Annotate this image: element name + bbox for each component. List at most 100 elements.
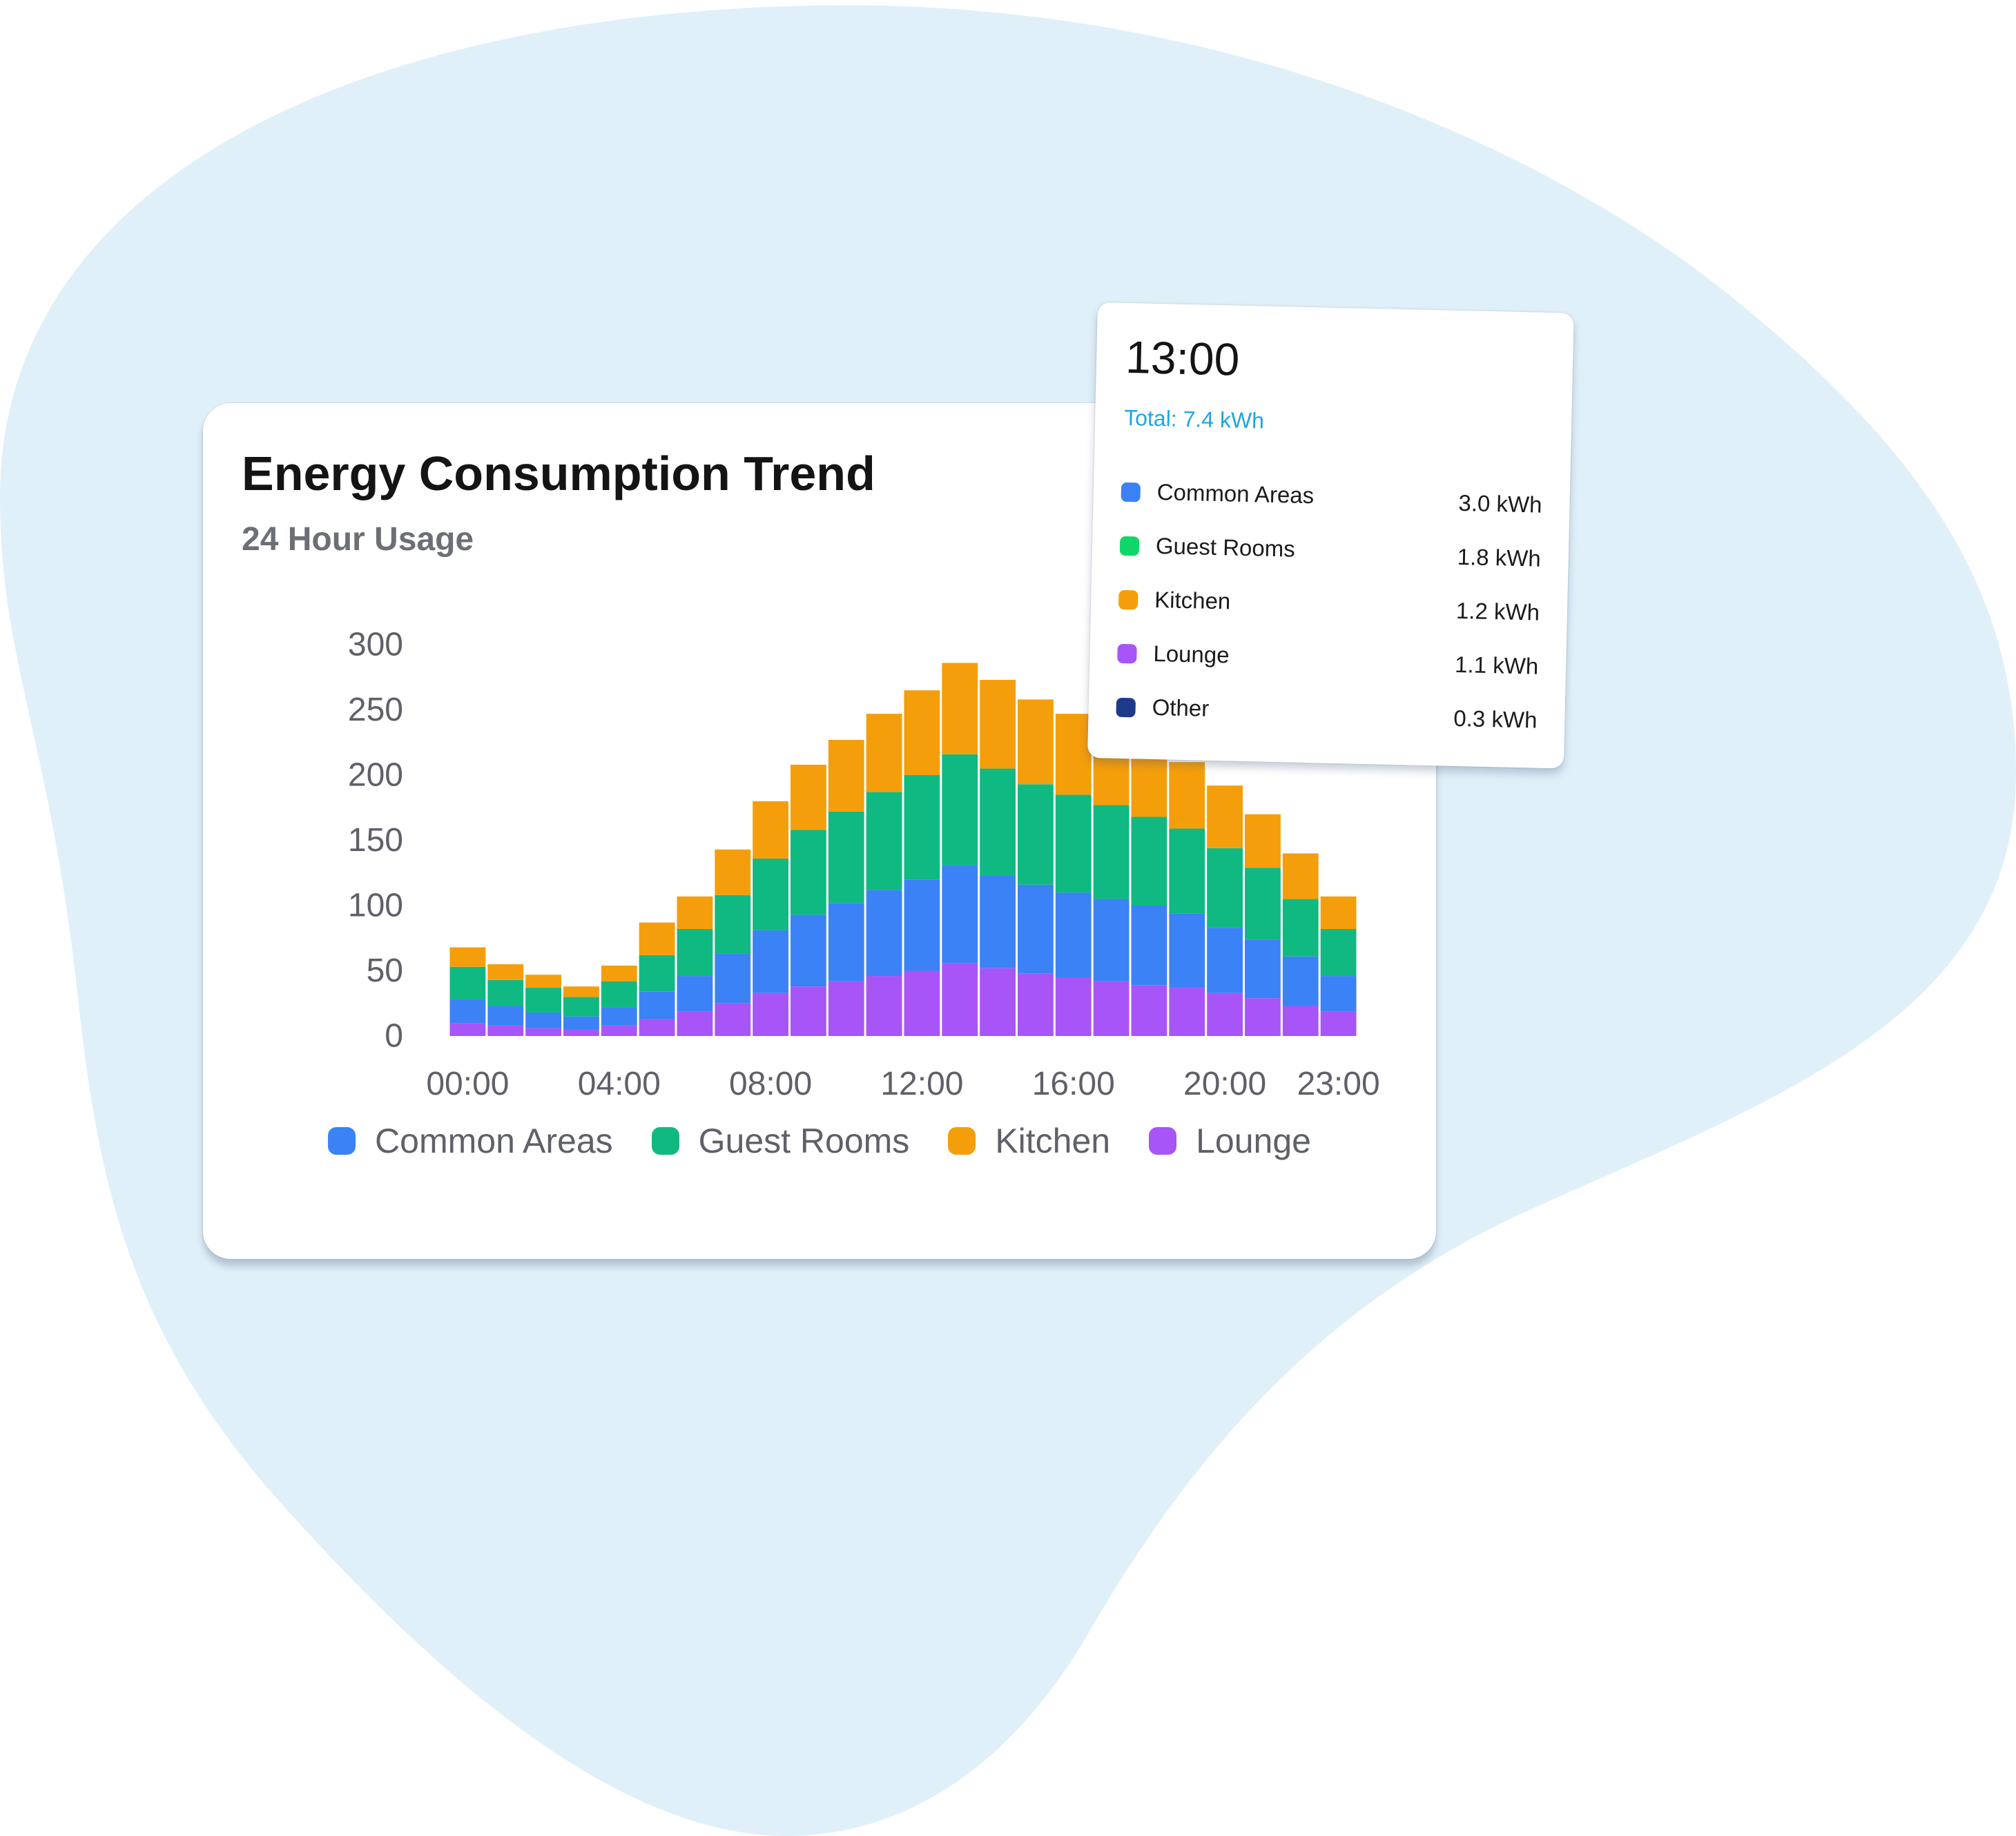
bar-guest-rooms[interactable] [1320,929,1357,977]
bar-common-areas[interactable] [1093,899,1130,982]
bar-guest-rooms[interactable] [1131,817,1167,906]
bar-lounge[interactable] [753,993,788,1036]
bar-guest-rooms[interactable] [866,792,902,890]
bar-common-areas[interactable] [753,930,788,993]
bar-guest-rooms[interactable] [980,768,1016,876]
bar-lounge[interactable] [1320,1011,1357,1036]
bar-common-areas[interactable] [563,1016,599,1030]
bar-kitchen[interactable] [1055,714,1092,795]
bar-guest-rooms[interactable] [563,997,599,1017]
legend-item-common-areas[interactable]: Common Areas [328,1121,613,1161]
bar-lounge[interactable] [1018,973,1054,1036]
bar-guest-rooms[interactable] [828,811,864,904]
bar-guest-rooms[interactable] [753,858,788,930]
bar-kitchen[interactable] [563,986,599,997]
bar-guest-rooms[interactable] [1093,805,1130,899]
bar-common-areas[interactable] [601,1007,637,1026]
bar-kitchen[interactable] [828,739,864,812]
bar-lounge[interactable] [1245,998,1281,1036]
bar-lounge[interactable] [715,1003,751,1036]
bar-lounge[interactable] [449,1023,486,1036]
bar-lounge[interactable] [1169,988,1205,1036]
bar-kitchen[interactable] [791,764,826,830]
bar-common-areas[interactable] [525,1012,561,1028]
bar-guest-rooms[interactable] [1245,868,1281,940]
bar-common-areas[interactable] [1055,892,1092,977]
bar-kitchen[interactable] [904,690,940,775]
bar-guest-rooms[interactable] [1055,794,1092,893]
bar-common-areas[interactable] [1131,906,1167,986]
bar-lounge[interactable] [904,970,940,1037]
bar-guest-rooms[interactable] [449,966,486,1000]
bar-guest-rooms[interactable] [601,981,637,1008]
bar-lounge[interactable] [1093,981,1130,1036]
bar-kitchen[interactable] [1207,785,1243,848]
bar-guest-rooms[interactable] [1282,899,1319,957]
bar-guest-rooms[interactable] [1169,828,1205,914]
bar-kitchen[interactable] [449,947,486,967]
bar-kitchen[interactable] [980,680,1016,769]
bar-common-areas[interactable] [715,953,751,1004]
bar-lounge[interactable] [828,981,864,1036]
bar-lounge[interactable] [1055,977,1092,1036]
bar-guest-rooms[interactable] [715,895,751,954]
bar-guest-rooms[interactable] [677,929,713,977]
bar-kitchen[interactable] [601,965,637,982]
bar-lounge[interactable] [563,1029,599,1036]
bar-common-areas[interactable] [449,999,486,1024]
bar-common-areas[interactable] [1169,913,1205,988]
bar-kitchen[interactable] [639,922,675,955]
bar-kitchen[interactable] [1018,699,1054,785]
bar-kitchen[interactable] [1131,751,1167,817]
bar-common-areas[interactable] [1018,884,1054,974]
bar-guest-rooms[interactable] [487,979,524,1006]
bar-guest-rooms[interactable] [525,988,561,1013]
bar-common-areas[interactable] [980,875,1016,968]
bar-common-areas[interactable] [791,915,826,987]
bar-common-areas[interactable] [677,976,713,1012]
bar-common-areas[interactable] [904,879,940,971]
bar-kitchen[interactable] [1320,896,1357,930]
bar-lounge[interactable] [1282,1006,1319,1036]
bar-kitchen[interactable] [1169,762,1205,829]
bar-lounge[interactable] [677,1011,713,1036]
bar-lounge[interactable] [639,1019,675,1036]
bar-common-areas[interactable] [1320,976,1357,1012]
bar-kitchen[interactable] [487,964,524,980]
bar-kitchen[interactable] [753,801,788,859]
bar-common-areas[interactable] [1245,939,1281,999]
bar-kitchen[interactable] [942,663,978,754]
legend-item-kitchen[interactable]: Kitchen [948,1121,1110,1161]
bar-guest-rooms[interactable] [1207,848,1243,928]
bar-guest-rooms[interactable] [639,955,675,992]
bar-common-areas[interactable] [942,865,978,964]
bar-lounge[interactable] [980,968,1016,1036]
bar-kitchen[interactable] [1245,814,1281,868]
bar-common-areas[interactable] [866,890,902,977]
bar-kitchen[interactable] [866,714,902,792]
bar-kitchen[interactable] [1282,853,1319,899]
bar-kitchen[interactable] [525,975,561,988]
bar-lounge[interactable] [1207,993,1243,1036]
bar-lounge[interactable] [791,986,826,1036]
legend-item-guest-rooms[interactable]: Guest Rooms [651,1121,909,1161]
bar-common-areas[interactable] [639,991,675,1019]
bar-lounge[interactable] [866,976,902,1036]
bar-guest-rooms[interactable] [904,775,940,880]
bar-kitchen[interactable] [677,896,713,930]
bar-kitchen[interactable] [715,849,751,895]
bar-common-areas[interactable] [828,903,864,982]
bar-lounge[interactable] [525,1028,561,1036]
tooltip-time: 13:00 [1125,331,1241,385]
legend-item-lounge[interactable]: Lounge [1149,1121,1311,1161]
bar-lounge[interactable] [601,1025,637,1036]
bar-common-areas[interactable] [1282,956,1319,1006]
bar-guest-rooms[interactable] [1018,784,1054,885]
bar-guest-rooms[interactable] [791,830,826,915]
bar-lounge[interactable] [942,963,978,1036]
bar-guest-rooms[interactable] [942,754,978,866]
bar-lounge[interactable] [487,1025,524,1036]
bar-lounge[interactable] [1131,985,1167,1036]
bar-common-areas[interactable] [1207,928,1243,993]
bar-common-areas[interactable] [487,1006,524,1026]
